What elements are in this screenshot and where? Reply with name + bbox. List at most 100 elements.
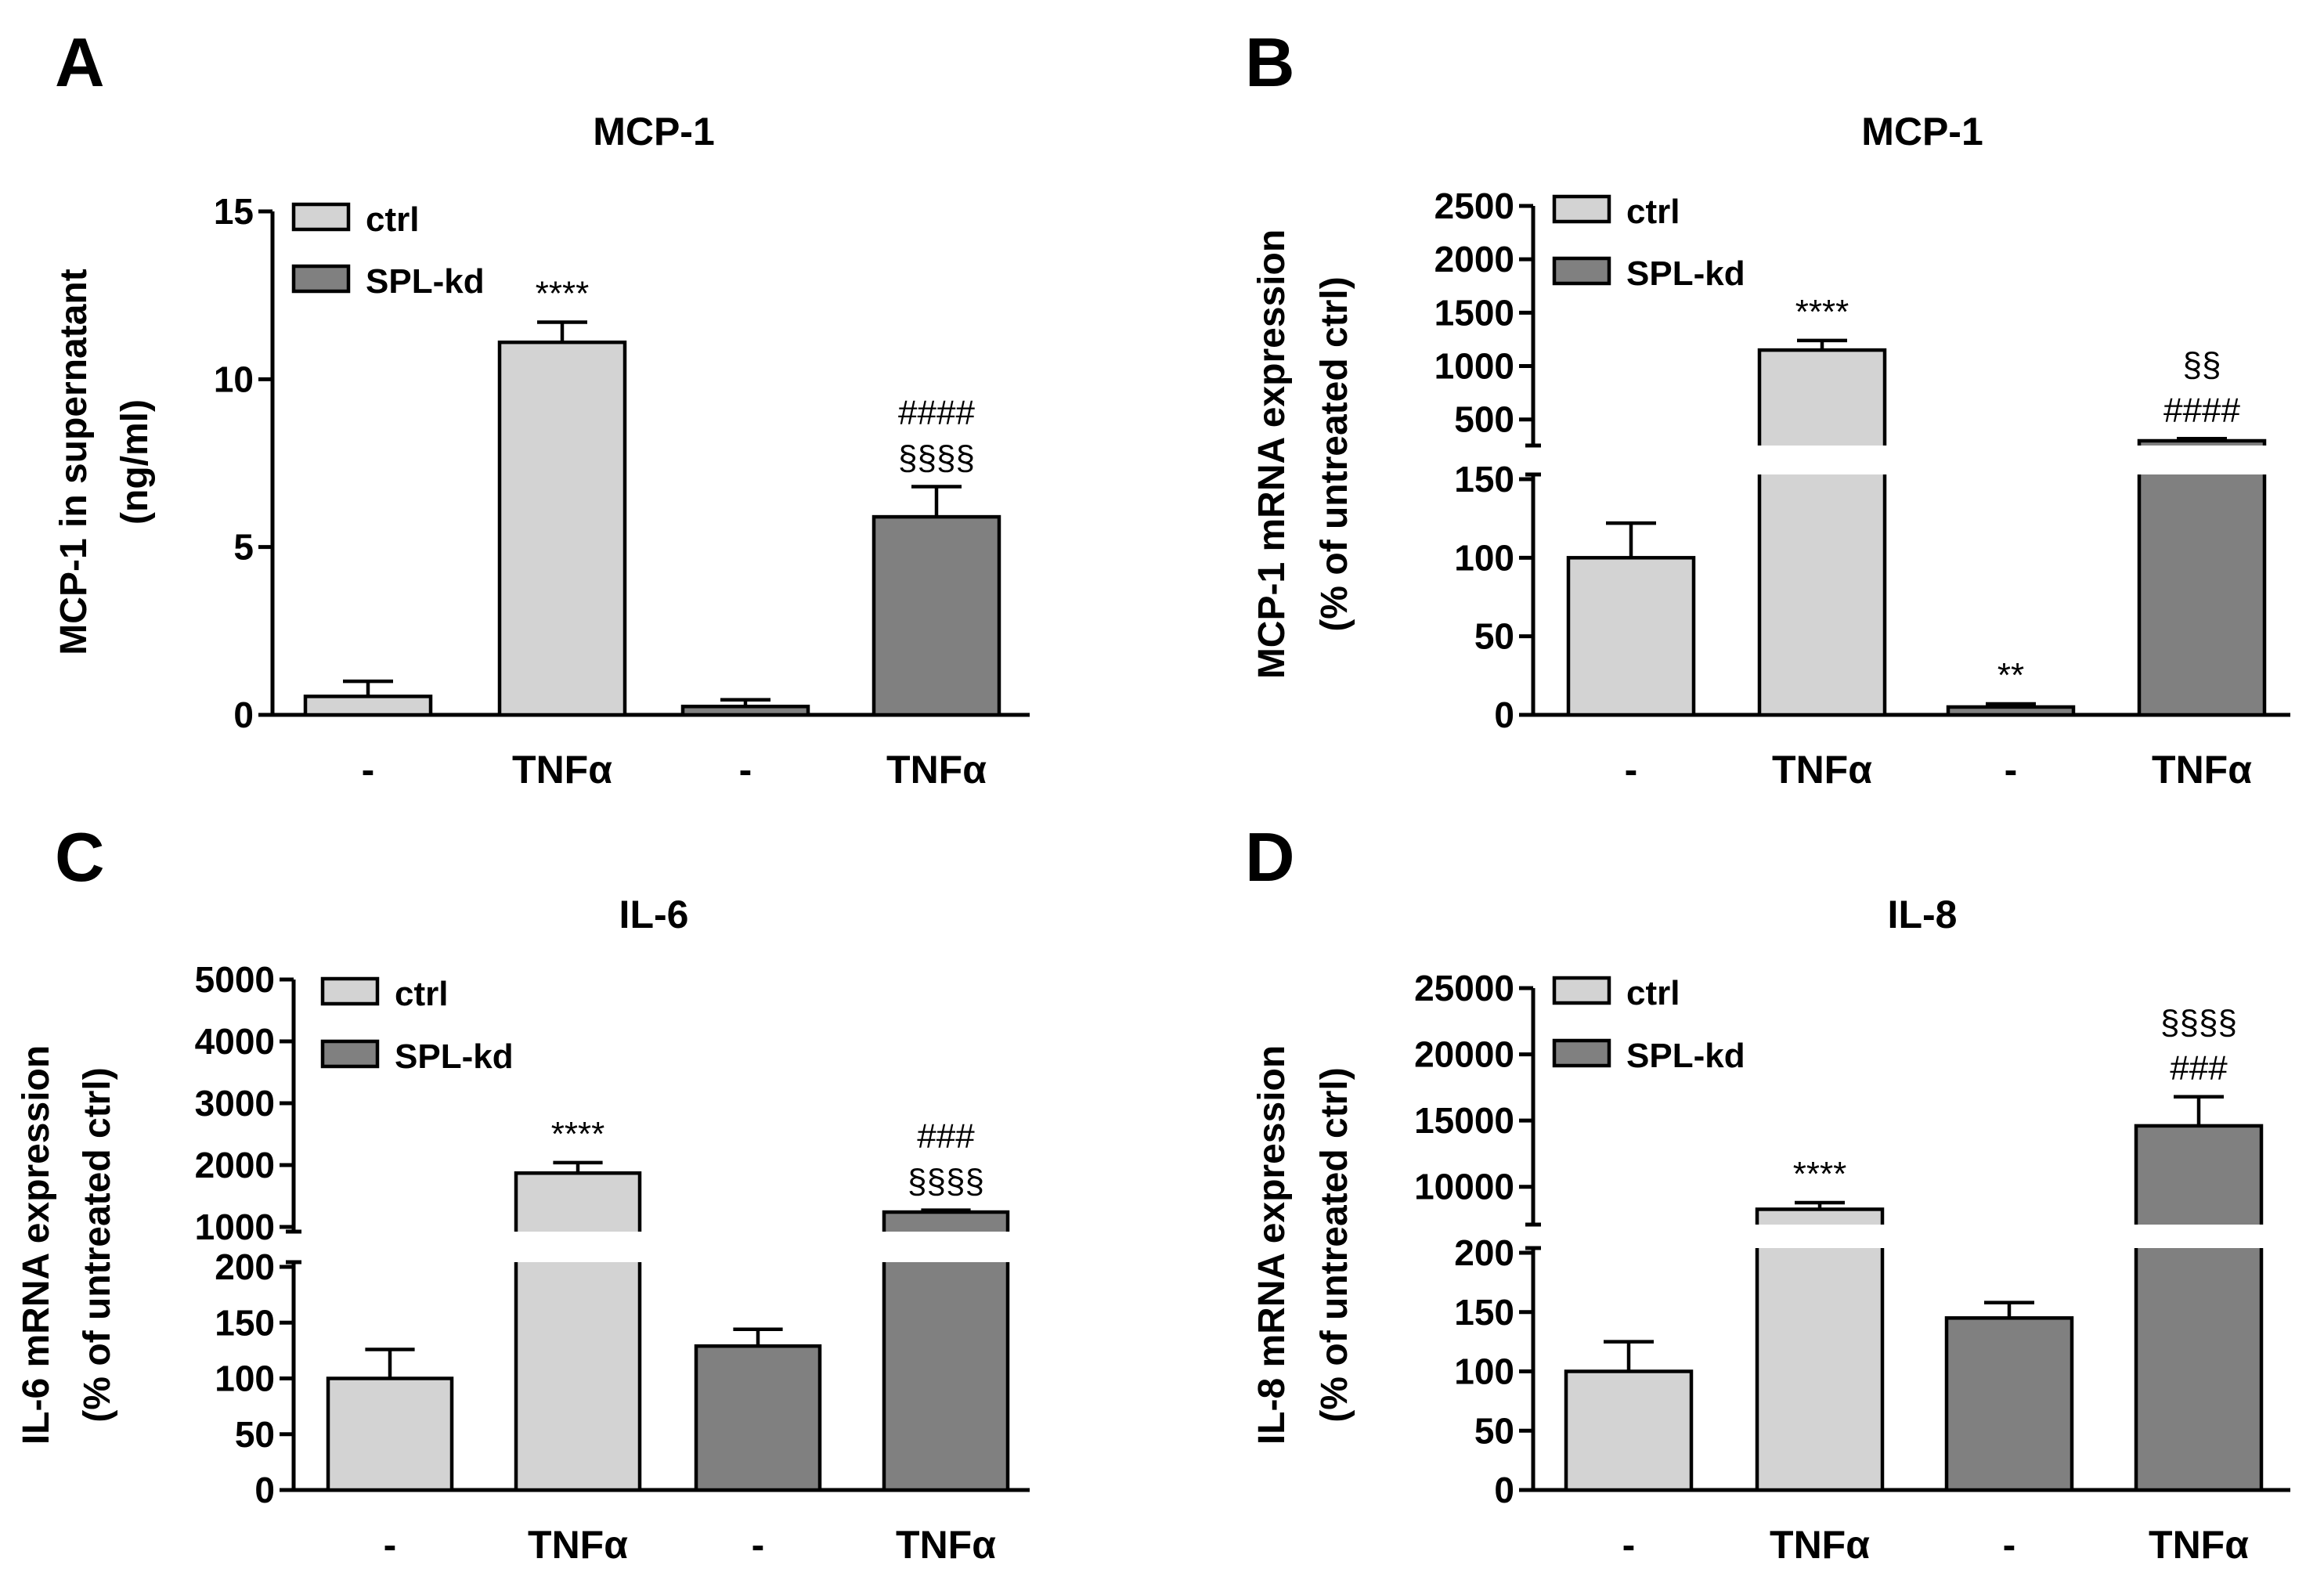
panel-d: D IL-8 0 50 100 150 200 10000 15000 20000 25000 IL-… [1245,818,2290,1567]
y-axis-label: IL-6 mRNA expression [16,1045,57,1445]
y-tick-label: 10000 [1414,1167,1514,1207]
x-category-label: TNFα [1772,748,1872,792]
y-tick-label: 2000 [195,1145,275,1185]
y-tick-label: 0 [1494,1470,1514,1510]
bar-ctrl [1564,1369,1694,1492]
legend-label: ctrl [395,975,448,1013]
y-tick-label: 1000 [1434,346,1514,387]
x-category-label: TNFα [886,748,987,792]
significance-annotation: #### [898,394,975,432]
x-category-label: TNFα [896,1523,996,1567]
chart-title: MCP-1 [593,110,715,153]
significance-annotation: ### [2170,1049,2228,1088]
significance-annotation: **** [1795,293,1849,331]
y-tick-label: 150 [215,1302,275,1343]
panel-label: A [55,23,105,101]
legend-label: ctrl [1626,974,1680,1012]
bar-spl-kd [1946,705,2076,717]
x-category-label: TNFα [512,748,612,792]
y-tick-label: 5000 [195,959,275,1000]
bar-ctrl [1755,1207,1885,1492]
significance-annotation: §§§§ [898,439,975,478]
y-tick-label: 10 [214,359,254,399]
y-tick-label: 15000 [1414,1100,1514,1141]
significance-annotation: **** [1793,1155,1847,1193]
x-category-label: - [739,748,752,792]
bar-ctrl [1566,556,1696,717]
chart-title: IL-6 [619,893,689,936]
y-axis-label: MCP-1 mRNA expression [1251,229,1293,679]
bar-ctrl [1757,348,1887,717]
legend-swatch-spl-kd [291,264,351,294]
axis-break-gap [513,1232,643,1262]
panel-label: C [55,818,105,896]
significance-annotation: **** [551,1115,605,1153]
bar-ctrl [514,1171,642,1492]
y-tick-label: 200 [1454,1232,1514,1273]
y-axis-label-unit: (% of untreated ctrl) [77,1067,118,1422]
y-tick-label: 50 [235,1414,275,1455]
bar-spl-kd [2134,1124,2264,1492]
y-tick-label: 200 [215,1246,275,1287]
bar-ctrl [326,1376,454,1492]
legend-label: ctrl [366,200,419,239]
y-tick-label: 1000 [195,1207,275,1247]
x-category-label: - [384,1523,397,1567]
y-tick-label: 5 [233,527,254,568]
legend-swatch-ctrl [1552,976,1611,1005]
bar-spl-kd [694,1344,822,1492]
axis-break-gap [1756,446,1888,474]
y-tick-label: 0 [254,1470,275,1510]
bar-spl-kd [1944,1316,2074,1492]
x-category-label: TNFα [2149,1523,2249,1567]
panel-b: B MCP-1 0 50 100 150 500 1000 1500 2000 2500 MCP-1 … [1245,23,2290,792]
significance-annotation: §§ [2183,345,2221,384]
y-tick-label: 0 [1494,695,1514,735]
legend-label: SPL-kd [366,262,485,301]
y-tick-label: 1500 [1434,292,1514,333]
bar-spl-kd [872,514,1001,717]
chart-title: MCP-1 [1861,110,1983,153]
axis-break-gap [2133,1225,2264,1248]
legend-swatch-ctrl [291,202,351,232]
y-tick-label: 2000 [1434,239,1514,280]
legend-label: SPL-kd [395,1037,514,1076]
significance-annotation: §§§§ [908,1163,984,1201]
legend-label: SPL-kd [1626,254,1745,293]
x-category-label: - [752,1523,765,1567]
panel-label: D [1245,818,1295,896]
panel-a: A MCP-1 0 5 10 15 MCP-1 in supernatant (ng/ml) -… [53,23,1030,792]
axis-break-gap [2136,446,2268,474]
x-category-label: TNFα [528,1523,628,1567]
chart-title: IL-8 [1888,893,1958,936]
y-tick-label: 25000 [1414,968,1514,1008]
x-category-label: TNFα [1770,1523,1870,1567]
legend-label: SPL-kd [1626,1037,1745,1075]
x-category-label: - [2003,1523,2016,1567]
legend-swatch-spl-kd [320,1039,380,1069]
y-tick-label: 150 [1454,1292,1514,1333]
significance-annotation: §§§§ [2160,1004,2237,1042]
y-tick-label: 3000 [195,1083,275,1124]
x-category-label: TNFα [2152,748,2252,792]
y-axis-label-unit: (% of untreated ctrl) [1314,1067,1355,1422]
significance-annotation: ### [917,1117,975,1156]
axis-break-gap [1754,1225,1886,1248]
legend-swatch-spl-kd [1552,1038,1611,1068]
bar-ctrl [497,340,627,717]
x-category-label: - [362,748,375,792]
axis-break-gap [881,1232,1011,1262]
legend-swatch-ctrl [1552,194,1611,224]
x-category-label: - [1625,748,1638,792]
y-axis-label-unit: (% of untreated ctrl) [1314,276,1355,631]
y-tick-label: 100 [1454,1351,1514,1392]
panel-label: B [1245,23,1295,101]
y-tick-label: 50 [1474,616,1514,657]
significance-annotation: **** [536,274,590,312]
y-axis-label: IL-8 mRNA expression [1251,1045,1293,1445]
legend-label: ctrl [1626,193,1680,231]
legend-swatch-ctrl [320,976,380,1006]
y-tick-label: 2500 [1434,186,1514,226]
